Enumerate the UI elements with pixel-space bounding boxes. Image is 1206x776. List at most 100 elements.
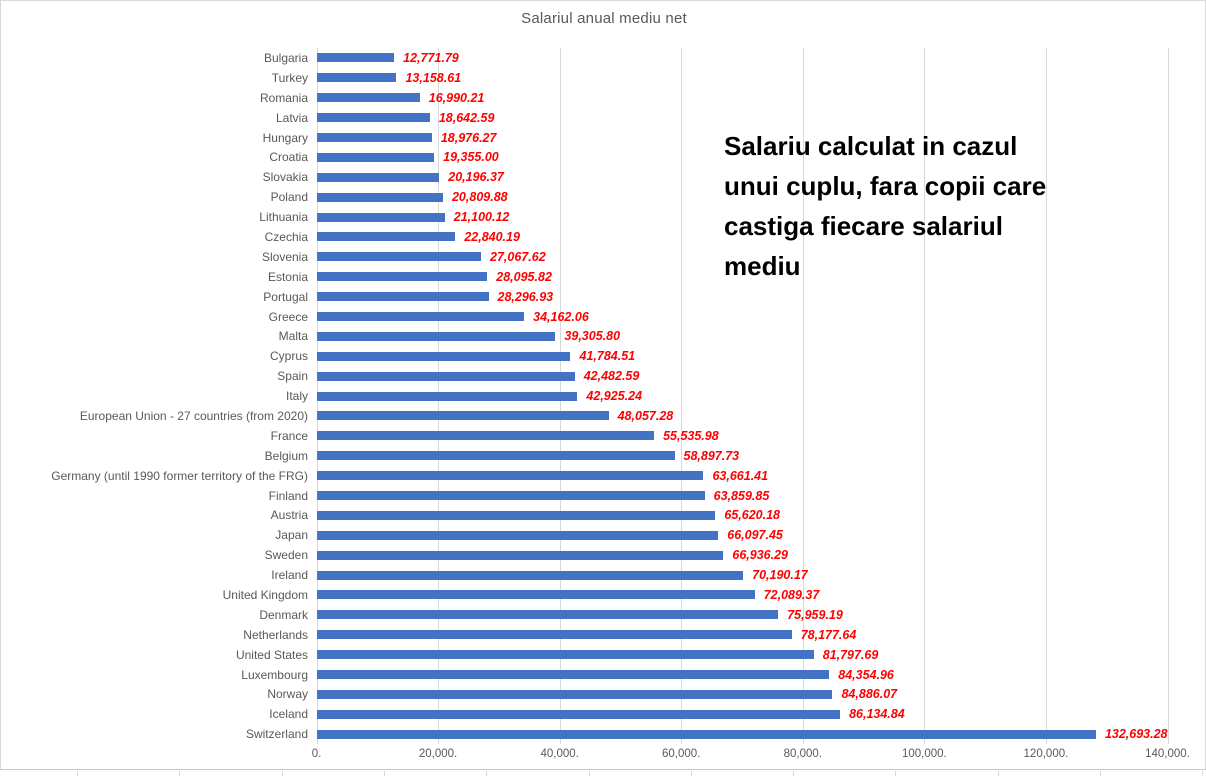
category-label: Denmark: [259, 607, 308, 622]
bar-row: 41,784.51: [316, 346, 1168, 366]
category-label: Estonia: [267, 269, 308, 284]
bar: [316, 232, 456, 242]
sheet-column-line: [895, 771, 897, 776]
bar-row: 28,296.93: [316, 287, 1168, 307]
annotation-line: mediu: [724, 251, 801, 281]
gridline: [802, 48, 804, 744]
value-label: 65,620.18: [724, 508, 780, 523]
value-label: 22,840.19: [464, 229, 520, 244]
category-label: Hungary: [262, 130, 308, 145]
bar-row: 78,177.64: [316, 625, 1168, 645]
value-label: 41,784.51: [579, 349, 636, 364]
bar: [316, 351, 571, 361]
bar: [316, 670, 830, 680]
value-label: 21,100.12: [453, 210, 510, 225]
sheet-column-line: [588, 771, 590, 776]
sheet-column-line: [486, 771, 488, 776]
bar-row: 19,355.00: [316, 147, 1168, 167]
category-label: Lithuania: [259, 210, 308, 225]
value-label: 66,097.45: [727, 528, 783, 543]
bar-row: 65,620.18: [316, 505, 1168, 525]
value-label: 34,162.06: [533, 309, 589, 324]
bar-row: 42,482.59: [316, 366, 1168, 386]
category-label: Luxembourg: [241, 667, 308, 682]
value-label: 72,089.37: [763, 587, 820, 602]
value-label: 48,057.28: [617, 408, 674, 423]
value-label: 84,354.96: [838, 667, 894, 682]
category-label: Belgium: [264, 448, 308, 463]
value-label: 13,158.61: [405, 70, 462, 85]
bar: [316, 650, 814, 660]
x-axis-tick-label: 80,000.: [783, 748, 822, 760]
value-label: 42,482.59: [583, 369, 640, 384]
category-label: Finland: [268, 488, 308, 503]
value-label: 20,809.88: [451, 190, 508, 205]
x-axis-tick-label: 120,000.: [1023, 748, 1069, 760]
sheet-column-line: [997, 771, 999, 776]
bar-row: 48,057.28: [316, 406, 1168, 426]
category-label: Latvia: [275, 110, 308, 125]
gridline: [924, 48, 926, 744]
bar: [316, 172, 440, 182]
category-label: Malta: [278, 329, 308, 344]
category-label: Austria: [270, 508, 308, 523]
bar-row: 66,936.29: [316, 545, 1168, 565]
category-label: Ireland: [271, 568, 308, 583]
bar-row: 18,642.59: [316, 108, 1168, 128]
bar: [316, 689, 833, 699]
annotation-text-box: Salariu calculat in cazul unui cuplu, far…: [724, 126, 1046, 286]
bar: [316, 391, 578, 401]
bar-row: 55,535.98: [316, 426, 1168, 446]
x-axis-tick-label: 0.: [311, 748, 322, 760]
plot-area: 12,771.79 13,158.61 16,990.21 18,642.59 18,9…: [316, 48, 1169, 744]
bar-row: 75,959.19: [316, 605, 1168, 625]
category-label: United Kingdom: [222, 587, 308, 602]
value-label: 55,535.98: [663, 428, 719, 443]
bar: [316, 431, 655, 441]
bar: [316, 510, 716, 520]
bar-row: 13,158.61: [316, 68, 1168, 88]
bar-row: 18,976.27: [316, 128, 1168, 148]
sheet-column-line: [281, 771, 283, 776]
category-label: Croatia: [269, 150, 308, 165]
category-axis: Bulgaria Turkey Romania Latvia Hungary Croati…: [1, 48, 308, 744]
bar: [316, 471, 704, 481]
bar-row: 22,840.19: [316, 227, 1168, 247]
bar: [316, 113, 430, 123]
bar: [316, 491, 705, 501]
category-label: Slovenia: [261, 249, 308, 264]
annotation-line: Salariu calculat in cazul: [724, 131, 1018, 161]
bar: [316, 371, 575, 381]
bar: [316, 272, 488, 282]
category-label: Spain: [277, 369, 308, 384]
value-label: 132,693.28: [1104, 727, 1168, 742]
bar-row: 28,095.82: [316, 267, 1168, 287]
bar: [316, 53, 395, 63]
bar-row: 72,089.37: [316, 585, 1168, 605]
value-label: 18,976.27: [440, 130, 497, 145]
bar-row: 39,305.80: [316, 326, 1168, 346]
bar-rows: 12,771.79 13,158.61 16,990.21 18,642.59 18,9…: [316, 48, 1168, 744]
category-label: Turkey: [271, 70, 308, 85]
bar-row: 16,990.21: [316, 88, 1168, 108]
value-label: 81,797.69: [822, 647, 879, 662]
gridline: [1045, 48, 1047, 744]
gridline: [1167, 48, 1169, 744]
bar: [316, 709, 841, 719]
bar: [316, 73, 397, 83]
gridline: [681, 48, 683, 744]
value-label: 42,925.24: [586, 389, 643, 404]
bar-row: 63,859.85: [316, 486, 1168, 506]
chart-title: Salariul anual mediu net: [521, 10, 687, 27]
value-label: 84,886.07: [841, 687, 898, 702]
sheet-column-line: [1100, 771, 1101, 776]
category-label: Netherlands: [243, 627, 308, 642]
category-label: Germany (until 1990 former territory of …: [51, 468, 308, 483]
bar: [316, 530, 719, 540]
bar: [316, 610, 779, 620]
value-label: 20,196.37: [448, 170, 504, 185]
x-axis-tick-label: 100,000.: [901, 748, 947, 760]
bar: [316, 590, 755, 600]
